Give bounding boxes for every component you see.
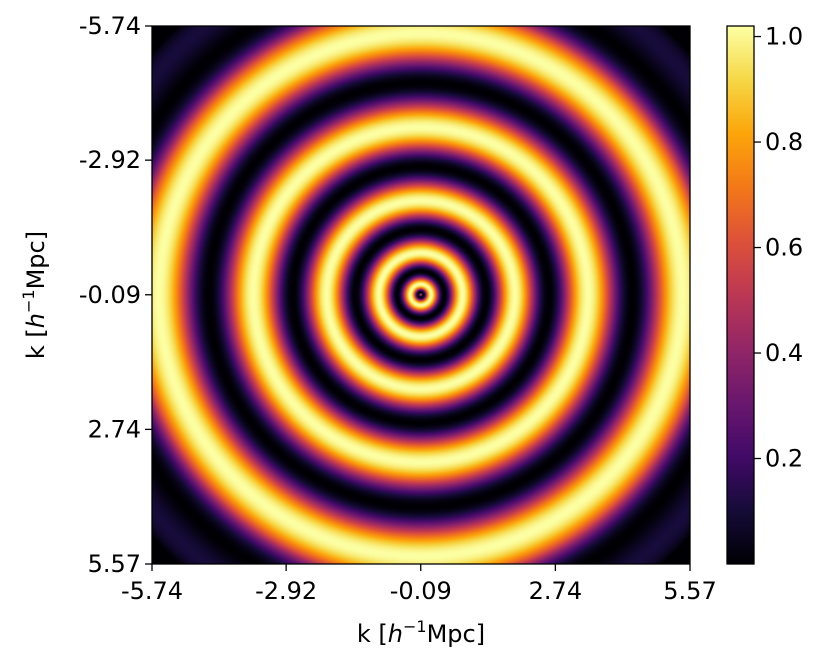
colorbar-frame — [726, 25, 755, 565]
x-axis-ticks: -5.74 -2.92 -0.09 2.74 5.57 — [121, 564, 717, 605]
colorbar-tick-label: 0.4 — [765, 339, 803, 367]
y-tick-label: -5.74 — [79, 12, 141, 40]
y-tick-label: -0.09 — [79, 281, 141, 309]
colorbar-ticks: 0.2 0.4 0.6 0.8 1.0 — [754, 23, 803, 473]
x-tick-label: -0.09 — [390, 577, 452, 605]
x-tick-label: -2.92 — [255, 577, 317, 605]
colorbar-tick-label: 0.2 — [765, 445, 803, 473]
x-tick-label: 2.74 — [529, 577, 582, 605]
y-tick-label: 5.57 — [88, 550, 141, 578]
colorbar-tick-label: 0.8 — [765, 128, 803, 156]
y-axis-label: k [h−1Mpc] — [19, 231, 50, 359]
x-axis-label: k [h−1Mpc] — [357, 617, 485, 648]
x-tick-label: -5.74 — [121, 577, 183, 605]
colorbar-tick-label: 1.0 — [765, 23, 803, 51]
y-axis-ticks: -5.74 -2.92 -0.09 2.74 5.57 — [79, 12, 152, 578]
colorbar-tick-label: 0.6 — [765, 234, 803, 262]
heatmap-frame — [151, 25, 691, 565]
colorbar-gradient — [727, 26, 754, 564]
heatmap-image — [152, 26, 690, 564]
y-tick-label: -2.92 — [79, 146, 141, 174]
y-tick-label: 2.74 — [88, 415, 141, 443]
x-tick-label: 5.57 — [663, 577, 716, 605]
